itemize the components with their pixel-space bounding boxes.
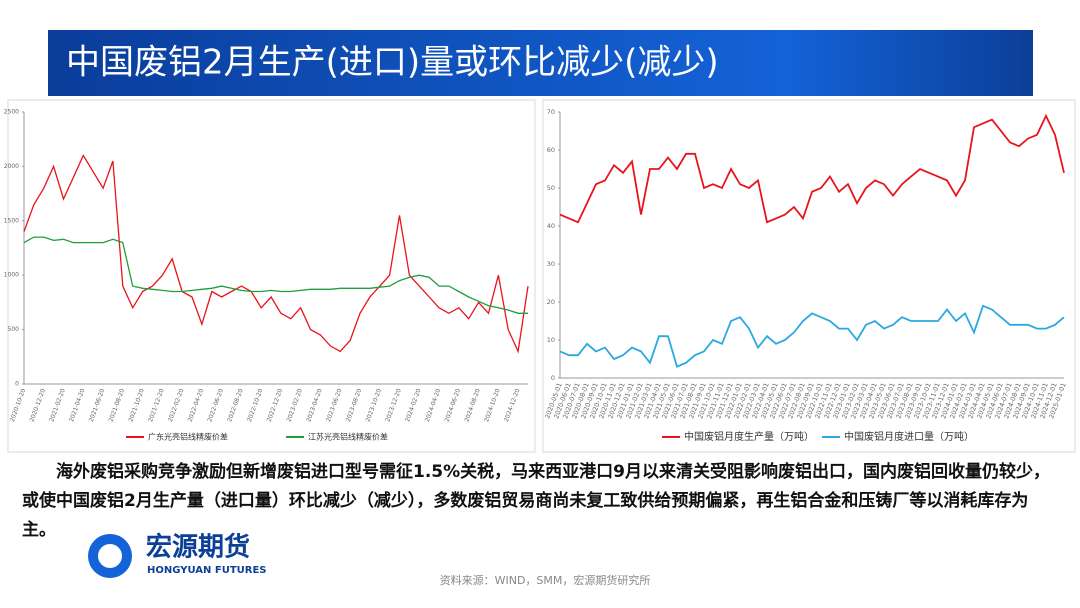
paragraph: 海外废铝采购竞争激励但新增废铝进口型号需征1.5%关税，马来西亚港口9月以来清关…: [22, 462, 1050, 540]
y-tick-label: 1500: [4, 217, 19, 224]
source: 资料来源：WIND，SMM，宏源期货研究所: [440, 573, 651, 587]
slide-title: 中国废铝2月生产(进口)量或环比减少(减少): [66, 43, 719, 83]
legend-label: 中国废铝月度进口量（万吨）: [844, 430, 974, 443]
legend-label: 江苏光亮铝线精废价差: [308, 432, 388, 442]
series-line: [559, 304, 1065, 368]
series-line: [23, 154, 529, 354]
legend-label: 广东光亮铝线精废价差: [148, 432, 228, 442]
y-tick-label: 70: [547, 108, 555, 116]
y-tick-label: 20: [547, 298, 555, 306]
logo-english: HONGYUAN FUTURES: [147, 565, 267, 576]
y-tick-label: 10: [547, 336, 555, 344]
series-line: [23, 236, 528, 314]
left-panel: [7, 99, 536, 453]
series-line: [559, 113, 1065, 224]
y-tick-label: 40: [547, 222, 555, 230]
y-tick-label: 2000: [4, 163, 19, 170]
y-tick-label: 50: [547, 184, 555, 192]
y-tick-label: 1000: [4, 272, 19, 279]
right-panel: [542, 99, 1076, 453]
y-tick-label: 0: [551, 374, 555, 382]
y-tick-label: 2500: [4, 109, 19, 116]
y-tick-label: 500: [8, 326, 20, 333]
logo-icon-inner: [98, 544, 122, 568]
legend-label: 中国废铝月度生产量（万吨）: [684, 430, 814, 443]
title-banner: [48, 30, 1033, 96]
y-tick-label: 60: [547, 146, 555, 154]
logo: 宏源期货 HONGYUAN FUTURES: [88, 532, 267, 578]
y-tick-label: 30: [547, 260, 555, 268]
logo-name: 宏源期货: [146, 532, 250, 563]
y-tick-label: 0: [15, 381, 19, 388]
